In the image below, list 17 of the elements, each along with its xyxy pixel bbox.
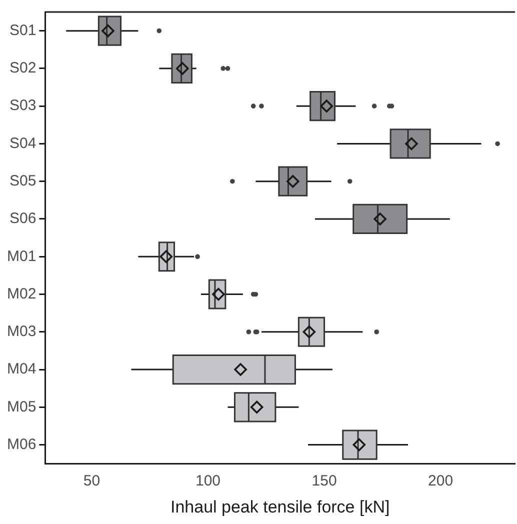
y-tick-label: S05 bbox=[9, 172, 36, 190]
x-tick-label: 200 bbox=[428, 472, 454, 490]
y-tick-label: S06 bbox=[9, 210, 36, 228]
y-tick-label: M01 bbox=[6, 248, 36, 265]
y-tick-label: M06 bbox=[6, 436, 36, 453]
y-tick-label: M03 bbox=[6, 323, 36, 340]
y-tick-label: S03 bbox=[9, 97, 36, 114]
x-tick-label: 50 bbox=[83, 472, 100, 490]
y-tick-label: S01 bbox=[9, 22, 36, 39]
y-tick-label: S02 bbox=[9, 60, 36, 77]
x-tick-label: 100 bbox=[195, 472, 221, 490]
y-tick-label: M02 bbox=[6, 285, 36, 302]
y-tick-label: M04 bbox=[6, 360, 36, 378]
y-tick-label: S04 bbox=[9, 134, 36, 152]
x-tick-label: 150 bbox=[312, 472, 337, 490]
x-axis-title: Inhaul peak tensile force [kN] bbox=[170, 497, 390, 516]
y-tick-label: M05 bbox=[6, 398, 36, 416]
